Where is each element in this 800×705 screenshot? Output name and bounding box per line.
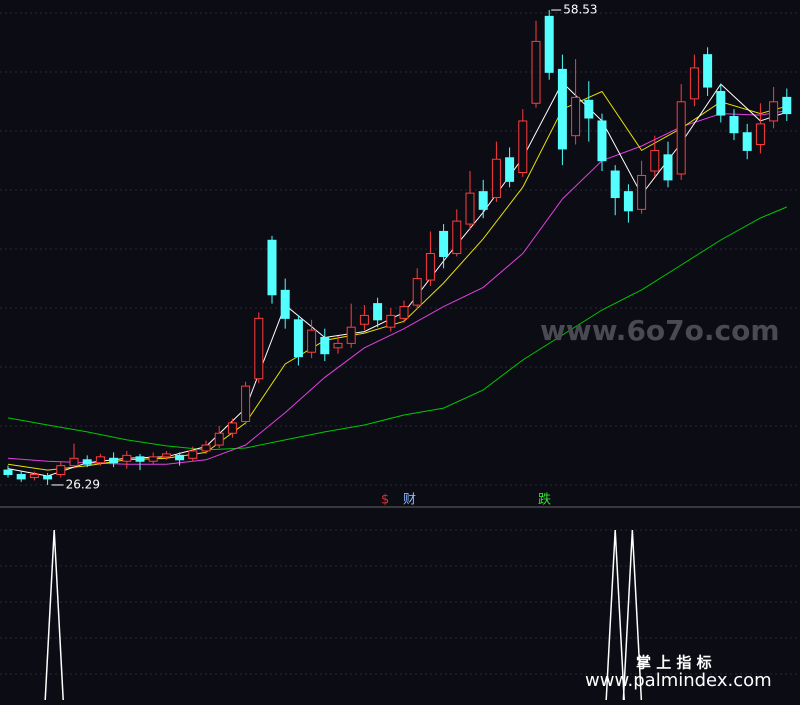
candle-body: [716, 90, 726, 116]
candle-body: [3, 469, 13, 476]
candle-body: [650, 149, 660, 172]
candle-body: [505, 157, 515, 182]
watermark: www.palmindex.com: [585, 670, 772, 691]
candle-body: [307, 329, 317, 353]
watermark: www.6o7o.com: [540, 314, 780, 347]
candle-body: [82, 459, 92, 465]
candle-body: [241, 385, 251, 422]
candle-body: [571, 96, 581, 137]
candle-body: [161, 453, 171, 458]
candle-body: [386, 314, 396, 328]
candle-body: [56, 465, 66, 476]
candle-body: [399, 306, 409, 319]
candle-body: [610, 170, 620, 199]
candle-body: [584, 99, 594, 119]
candle-body: [755, 123, 765, 146]
signal-spike: [622, 529, 643, 701]
candle-body: [425, 253, 435, 281]
candle-body: [782, 96, 792, 115]
candle-body: [43, 475, 53, 480]
candle-body: [29, 474, 39, 478]
candle-body: [188, 450, 198, 459]
candle-body: [16, 474, 26, 480]
candle-body: [333, 342, 343, 349]
watermark: 掌 上 指 标: [636, 654, 712, 672]
candle-body: [412, 278, 422, 306]
candle-body: [452, 220, 462, 255]
candle-body: [148, 456, 158, 462]
candle-body: [320, 337, 330, 355]
candle-body: [267, 239, 277, 296]
candle-body: [531, 40, 541, 104]
signal-spike: [605, 529, 625, 701]
candle-body: [623, 191, 633, 212]
candle-body: [729, 116, 739, 134]
signal-label: $: [381, 493, 389, 508]
candle-body: [359, 314, 369, 325]
candle-body: [544, 15, 554, 73]
low-label: 26.29: [66, 477, 100, 491]
candle-body: [597, 120, 607, 162]
candle-body: [175, 454, 185, 461]
candle-body: [742, 132, 752, 151]
candle-body: [663, 154, 673, 181]
candle-body: [703, 54, 713, 88]
candle-body: [69, 457, 79, 467]
candle-body: [769, 101, 779, 122]
signal-spike: [44, 529, 64, 701]
candle-body: [491, 158, 501, 199]
signal-label: 跌: [538, 492, 551, 508]
candle-body: [478, 191, 488, 210]
candle-body: [227, 422, 237, 434]
candle-body: [122, 454, 132, 462]
candle-body: [373, 303, 383, 321]
candle-body: [201, 444, 211, 452]
ma-line: [7, 206, 787, 451]
signal-label: 财: [403, 493, 416, 508]
candle-body: [280, 289, 290, 319]
candle-body: [214, 432, 224, 446]
candle-body: [518, 120, 528, 174]
candle-body: [557, 68, 567, 150]
high-label: 58.53: [563, 3, 597, 17]
candle-body: [109, 457, 119, 464]
candle-body: [346, 326, 356, 344]
candle-body: [439, 230, 449, 257]
candle-body: [135, 456, 145, 462]
candle-body: [676, 101, 686, 175]
candle-body: [254, 317, 264, 380]
candle-body: [689, 67, 699, 100]
grid: [0, 12, 800, 675]
candle-body: [293, 319, 303, 358]
candle-body: [95, 456, 105, 464]
candle-body: [637, 174, 647, 210]
candle-body: [465, 192, 475, 225]
